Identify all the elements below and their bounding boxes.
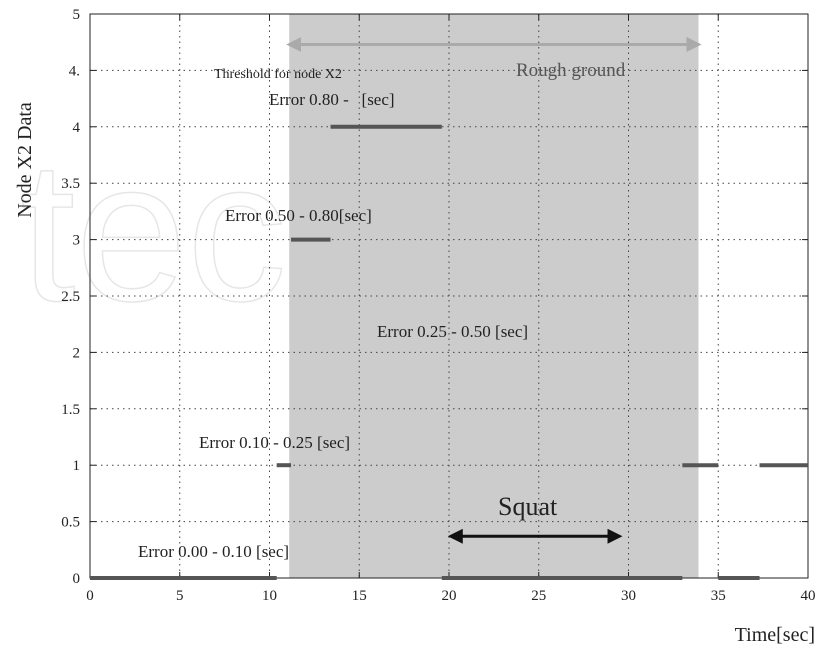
x-tick-label: 5 bbox=[176, 588, 184, 604]
y-axis-label: Node X2 Data bbox=[14, 102, 36, 218]
x-tick-label: 30 bbox=[621, 588, 636, 604]
y-tick-label: 4. bbox=[69, 63, 80, 79]
y-tick-label: 2.5 bbox=[61, 289, 80, 305]
y-tick-label: 4 bbox=[73, 120, 81, 136]
x-tick-label: 25 bbox=[531, 588, 546, 604]
y-tick-label: 1.5 bbox=[61, 402, 80, 418]
y-tick-label: 0 bbox=[73, 571, 81, 587]
x-tick-label: 40 bbox=[801, 588, 816, 604]
ticks: 0 5 10 15 20 25 30 35 40 0 0.5 1 1.5 2 2.5 3 3.5 4 4. 5 bbox=[61, 7, 815, 604]
annotation-error-000-010: Error 0.00 - 0.10 [sec] bbox=[138, 542, 289, 561]
x-tick-label: 10 bbox=[262, 588, 277, 604]
x-tick-label: 15 bbox=[352, 588, 367, 604]
y-tick-label: 3 bbox=[73, 233, 81, 249]
series-line bbox=[90, 124, 808, 580]
y-tick-label: 2 bbox=[73, 345, 81, 361]
y-tick-label: 1 bbox=[73, 458, 81, 474]
x-axis-label: Time[sec] bbox=[735, 624, 815, 646]
annotation-error-010-025: Error 0.10 - 0.25 [sec] bbox=[199, 433, 350, 452]
annotation-threshold: Threshold for node X2 bbox=[214, 67, 342, 82]
y-tick-label: 5 bbox=[73, 7, 81, 23]
x-tick-label: 0 bbox=[86, 588, 94, 604]
x-tick-label: 20 bbox=[442, 588, 457, 604]
annotation-error-080: Error 0.80 - [sec] bbox=[269, 90, 395, 109]
annotation-error-050-080: Error 0.50 - 0.80[sec] bbox=[225, 206, 372, 225]
grid bbox=[90, 14, 808, 578]
annotation-error-025-050: Error 0.25 - 0.50 [sec] bbox=[377, 322, 528, 341]
y-tick-label: 3.5 bbox=[61, 176, 80, 192]
annotation-rough-ground: Rough ground bbox=[516, 60, 626, 81]
annotation-squat: Squat bbox=[498, 492, 558, 521]
y-tick-label: 0.5 bbox=[61, 515, 80, 531]
x-tick-label: 35 bbox=[711, 588, 726, 604]
